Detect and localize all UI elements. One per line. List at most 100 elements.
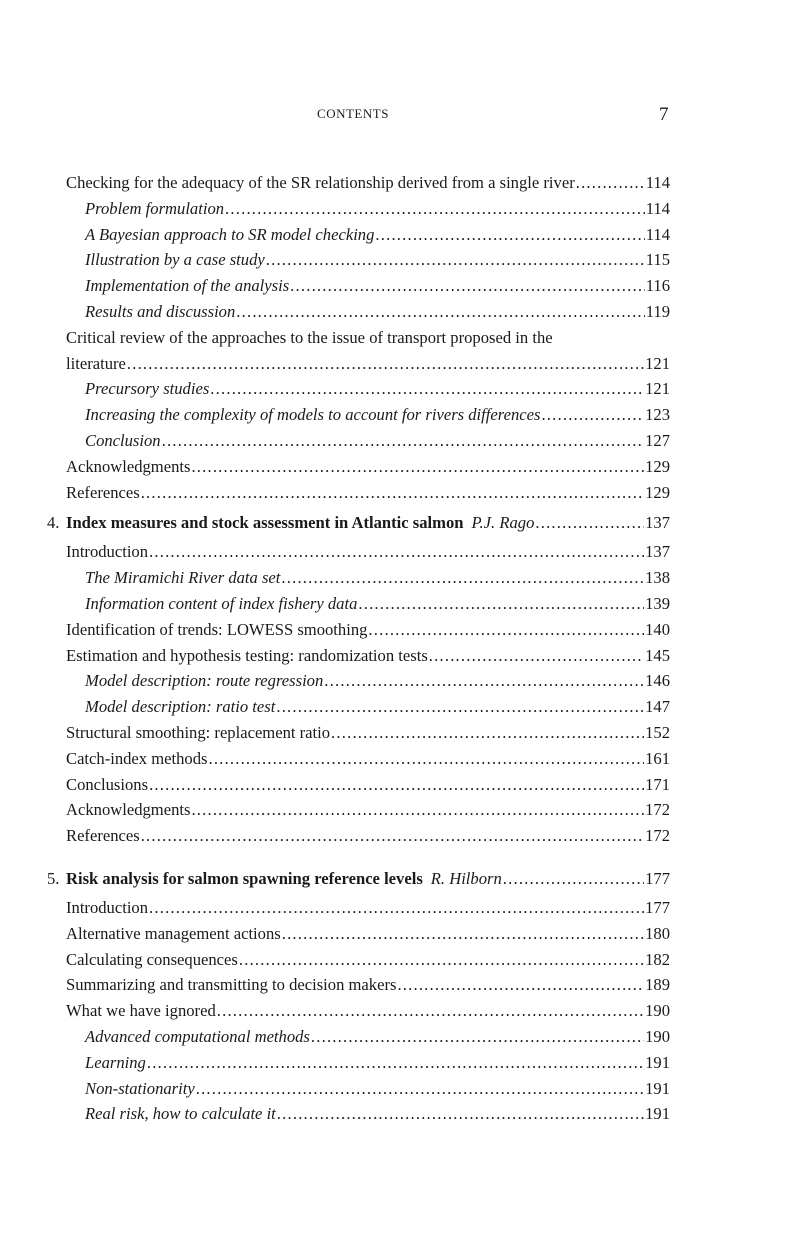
toc-section-entry: Checking for the adequacy of the SR rela…	[66, 170, 670, 196]
toc-subsection-entry: The Miramichi River data set 138	[66, 565, 670, 591]
entry-title: Acknowledgments	[66, 456, 191, 476]
page-ref: 140	[645, 619, 670, 639]
toc-subsection-entry: Illustration by a case study 115	[66, 247, 670, 273]
page-ref: 190	[645, 1026, 670, 1046]
page-ref: 123	[645, 405, 670, 425]
page-ref: 114	[645, 173, 670, 192]
page-ref: 172	[645, 800, 670, 820]
page-ref: 190	[645, 1001, 670, 1021]
toc-chapter-entry: 4. Index measures and stock assessment in…	[47, 509, 670, 536]
dot-leader	[217, 998, 644, 1024]
toc-section-entry: Estimation and hypothesis testing: rando…	[66, 643, 670, 669]
page-ref: 138	[645, 568, 670, 588]
dot-leader	[276, 694, 644, 720]
page-number: 7	[659, 104, 669, 125]
entry-title: Results and discussion	[85, 301, 236, 321]
toc-section-entry: Introduction 177	[66, 895, 670, 921]
toc-subsection-entry: Increasing the complexity of models to a…	[66, 402, 670, 428]
toc-section-entry: literature 121	[66, 351, 670, 377]
page-ref: 191	[645, 1078, 670, 1098]
entry-title: Alternative management actions	[66, 923, 281, 943]
toc-section-entry: Conclusions 171	[66, 772, 670, 798]
dot-leader	[503, 865, 644, 892]
dot-leader	[210, 376, 644, 402]
toc-subsection-entry: Implementation of the analysis 116	[66, 273, 670, 299]
page-ref: 115	[645, 250, 670, 270]
toc-section-entry: References 129	[66, 480, 670, 506]
dot-leader	[149, 539, 644, 565]
entry-title: Conclusions	[66, 774, 149, 794]
entry-title: Identification of trends: LOWESS smoothi…	[66, 619, 368, 639]
entry-title: References	[66, 482, 140, 502]
entry-title: What we have ignored	[66, 1001, 216, 1021]
page-ref: 152	[645, 722, 670, 742]
entry-title: Acknowledgments	[66, 800, 191, 820]
dot-leader	[149, 895, 644, 921]
entry-title: Information content of index fishery dat…	[85, 593, 358, 613]
toc-entry-title-line: Critical review of the approaches to the…	[66, 327, 553, 347]
page-ref: 146	[645, 671, 670, 691]
page-ref: 172	[645, 826, 670, 846]
entry-title: Implementation of the analysis	[85, 276, 290, 296]
toc-subsection-entry: Information content of index fishery dat…	[66, 591, 670, 617]
page-ref: 129	[645, 482, 670, 502]
dot-leader	[266, 247, 645, 273]
entry-title: Advanced computational methods	[85, 1026, 310, 1046]
page-ref: 121	[645, 353, 670, 373]
dot-leader	[191, 797, 644, 823]
toc-section-entry: Catch-index methods 161	[66, 746, 670, 772]
dot-leader	[324, 668, 644, 694]
entry-title: Real risk, how to calculate it	[85, 1104, 276, 1124]
dot-leader	[290, 273, 645, 299]
dot-leader	[576, 170, 645, 196]
toc-subsection-entry: Conclusion 127	[66, 428, 670, 454]
toc-subsection-entry: Learning 191	[66, 1050, 670, 1076]
page-ref: 139	[645, 593, 670, 613]
toc-section-entry: Summarizing and transmitting to decision…	[66, 972, 670, 998]
toc-subsection-entry: Advanced computational methods 190	[66, 1024, 670, 1050]
page-ref: 180	[645, 923, 670, 943]
page-ref: 129	[645, 456, 670, 476]
entry-title: References	[66, 826, 140, 846]
page-ref: 121	[645, 379, 670, 399]
entry-title: Learning	[85, 1052, 146, 1072]
toc-section-entry: Alternative management actions 180	[66, 921, 670, 947]
dot-leader	[397, 972, 644, 998]
dot-leader	[147, 1050, 644, 1076]
entry-title: Model description: ratio test	[85, 697, 276, 717]
page-ref: 147	[645, 697, 670, 717]
entry-title: literature	[66, 353, 126, 373]
running-head: CONTENTS	[317, 106, 389, 121]
toc-subsection-entry: Problem formulation 114	[66, 196, 670, 222]
dot-leader	[368, 617, 644, 643]
entry-title: Estimation and hypothesis testing: rando…	[66, 645, 428, 665]
entry-title: A Bayesian approach to SR model checking	[85, 224, 375, 244]
dot-leader	[141, 480, 644, 506]
entry-title: Increasing the complexity of models to a…	[85, 405, 541, 425]
toc-subsection-entry: Results and discussion 119	[66, 299, 670, 325]
toc-subsection-entry: Non-stationarity 191	[66, 1076, 670, 1102]
toc-section-entry: Introduction 137	[66, 539, 670, 565]
dot-leader	[225, 196, 645, 222]
toc-subsection-entry: Real risk, how to calculate it 191	[66, 1101, 670, 1127]
entry-title: Model description: route regression	[85, 671, 324, 691]
dot-leader	[358, 591, 644, 617]
page-ref: 177	[645, 897, 670, 917]
dot-leader	[162, 428, 645, 454]
toc-section-entry: References 172	[66, 823, 670, 849]
page-ref: 137	[645, 513, 670, 533]
toc-section-entry: Structural smoothing: replacement ratio 1…	[66, 720, 670, 746]
toc-section-entry: Acknowledgments 172	[66, 797, 670, 823]
dot-leader	[375, 222, 644, 248]
entry-title: Non-stationarity	[85, 1078, 195, 1098]
page-ref: 119	[645, 301, 670, 321]
chapter-title: Risk analysis for salmon spawning refere…	[66, 868, 423, 888]
page-ref: 177	[645, 868, 670, 888]
page-ref: 191	[645, 1104, 670, 1124]
page-ref: 191	[645, 1052, 670, 1072]
entry-title: Illustration by a case study	[85, 250, 265, 270]
chapter-title: Index measures and stock assessment in A…	[66, 513, 464, 533]
toc-section-entry: Identification of trends: LOWESS smoothi…	[66, 617, 670, 643]
dot-leader	[208, 746, 644, 772]
page-ref: 137	[645, 542, 670, 562]
